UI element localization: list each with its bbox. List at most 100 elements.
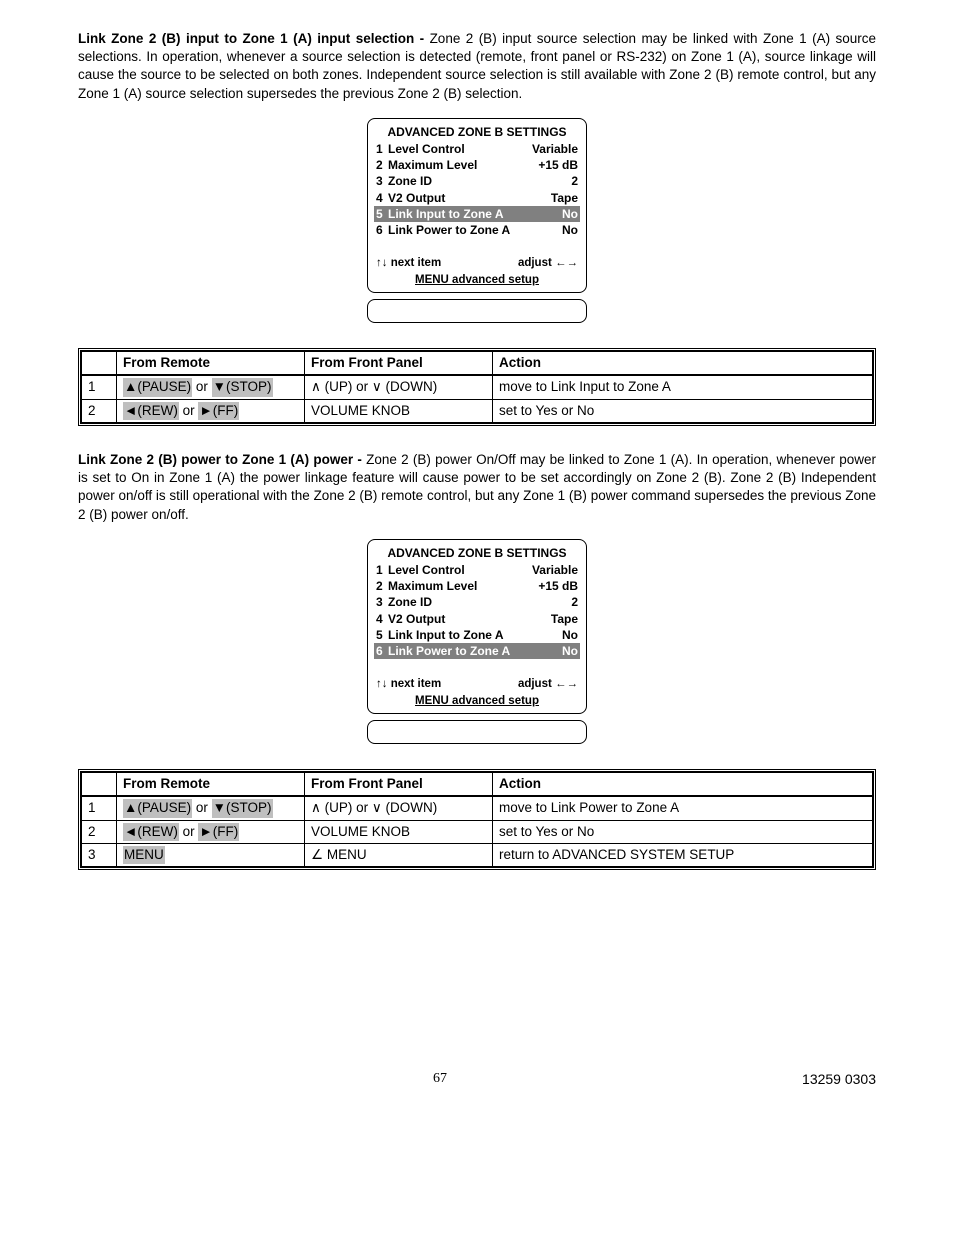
table-panel: VOLUME KNOB [305,399,493,422]
menu-row: 2Maximum Level+15 dB [376,157,578,173]
menu-row: 4V2 OutputTape [376,611,578,627]
remote-button: ►(FF) [198,402,239,420]
menu-footer: MENU advanced setup [376,273,578,289]
table-idx: 2 [82,399,117,422]
page-number: 67 [433,1070,447,1089]
menu-row: 1Level ControlVariable [376,141,578,157]
table-row: 2◄(REW) or ►(FF)VOLUME KNOBset to Yes or… [82,399,873,422]
menu-row-label: Maximum Level [388,157,538,173]
table-remote: ◄(REW) or ►(FF) [117,399,305,422]
remote-button: ▼(STOP) [212,799,273,817]
menu-row-value: No [562,627,578,643]
menu-row-value: +15 dB [538,578,578,594]
table-col-remote: From Remote [117,352,305,376]
menu-sub-panel [367,299,587,323]
menu-title: ADVANCED ZONE B SETTINGS [376,545,578,561]
menu-row-num: 3 [376,594,388,610]
menu-row-num: 5 [376,206,388,222]
menu-row-value: Tape [551,611,578,627]
menu-row: 5Link Input to Zone ANo [376,627,578,643]
table-remote: MENU [117,843,305,866]
menu-row-label: Level Control [388,141,532,157]
menu-row-value: Variable [532,562,578,578]
doc-number: 13259 0303 [802,1070,876,1089]
table-col-action: Action [493,773,873,797]
table-col-panel: From Front Panel [305,352,493,376]
menu-row-label: Link Input to Zone A [388,206,562,222]
menu-footer: MENU advanced setup [376,694,578,710]
menu-row-num: 4 [376,611,388,627]
menu-row: 1Level ControlVariable [376,562,578,578]
table-row: 3 MENU ∠ MENUreturn to ADVANCED SYSTEM SET… [82,843,873,866]
table-action: set to Yes or No [493,820,873,843]
table-col-action: Action [493,352,873,376]
heading-link-power: Link Zone 2 (B) power to Zone 1 (A) powe… [78,452,366,467]
menu-row-num: 4 [376,190,388,206]
menu-nav-adjust: adjust ←→ [518,256,578,272]
paragraph-link-input: Link Zone 2 (B) input to Zone 1 (A) inpu… [78,30,876,103]
menu-row-label: Link Power to Zone A [388,643,562,659]
heading-link-input: Link Zone 2 (B) input to Zone 1 (A) inpu… [78,31,430,46]
menu-row-label: Level Control [388,562,532,578]
menu-row: 3Zone ID2 [376,594,578,610]
menu-row: 5Link Input to Zone ANo [374,206,580,222]
table-action: move to Link Input to Zone A [493,375,873,399]
menu-row-label: Maximum Level [388,578,538,594]
menu-row: 2Maximum Level+15 dB [376,578,578,594]
table-col-idx [82,352,117,376]
table-idx: 1 [82,796,117,820]
menu-row-label: V2 Output [388,611,551,627]
remote-button: ◄(REW) [123,823,179,841]
page-footer: 67 13259 0303 [78,1070,876,1089]
menu-row-label: V2 Output [388,190,551,206]
table-action: return to ADVANCED SYSTEM SETUP [493,843,873,866]
control-table-link-power: From Remote From Front Panel Action 1▲(P… [78,769,876,870]
table-idx: 2 [82,820,117,843]
menu-row-label: Zone ID [388,594,571,610]
menu-title: ADVANCED ZONE B SETTINGS [376,124,578,140]
menu-row-label: Link Power to Zone A [388,222,562,238]
table-col-panel: From Front Panel [305,773,493,797]
menu-nav-next: ↑↓ next item [376,256,441,272]
menu-row-num: 1 [376,562,388,578]
control-table-link-input: From Remote From Front Panel Action 1▲(P… [78,348,876,426]
table-remote: ◄(REW) or ►(FF) [117,820,305,843]
menu-row-value: Variable [532,141,578,157]
table-panel: ∧ (UP) or ∨ (DOWN) [305,375,493,399]
menu-row-value: +15 dB [538,157,578,173]
paragraph-link-power: Link Zone 2 (B) power to Zone 1 (A) powe… [78,451,876,524]
menu-row-num: 6 [376,643,388,659]
table-col-idx [82,773,117,797]
table-row: 2◄(REW) or ►(FF)VOLUME KNOBset to Yes or… [82,820,873,843]
menu-row: 6Link Power to Zone ANo [376,222,578,238]
menu-row-value: 2 [571,173,578,189]
menu-row-num: 2 [376,157,388,173]
menu-row-label: Link Input to Zone A [388,627,562,643]
table-row: 1▲(PAUSE) or ▼(STOP)∧ (UP) or ∨ (DOWN)mo… [82,796,873,820]
menu-nav-adjust: adjust ←→ [518,677,578,693]
remote-button: MENU [123,846,165,864]
table-remote: ▲(PAUSE) or ▼(STOP) [117,375,305,399]
remote-button: ◄(REW) [123,402,179,420]
table-action: move to Link Power to Zone A [493,796,873,820]
table-row: 1▲(PAUSE) or ▼(STOP)∧ (UP) or ∨ (DOWN)mo… [82,375,873,399]
menu-row-num: 6 [376,222,388,238]
menu-row-value: 2 [571,594,578,610]
menu-row-value: No [562,206,578,222]
table-idx: 3 [82,843,117,866]
menu-row-num: 2 [376,578,388,594]
menu-row-value: No [562,222,578,238]
table-panel: ∠ MENU [305,843,493,866]
menu-row: 4V2 OutputTape [376,190,578,206]
menu-panel-link-input: ADVANCED ZONE B SETTINGS 1Level ControlV… [367,118,587,323]
remote-button: ►(FF) [198,823,239,841]
menu-row-num: 1 [376,141,388,157]
menu-row-num: 3 [376,173,388,189]
table-panel: VOLUME KNOB [305,820,493,843]
menu-row: 3Zone ID2 [376,173,578,189]
menu-row-value: No [562,643,578,659]
menu-row-value: Tape [551,190,578,206]
menu-row: 6Link Power to Zone ANo [374,643,580,659]
menu-sub-panel [367,720,587,744]
table-action: set to Yes or No [493,399,873,422]
